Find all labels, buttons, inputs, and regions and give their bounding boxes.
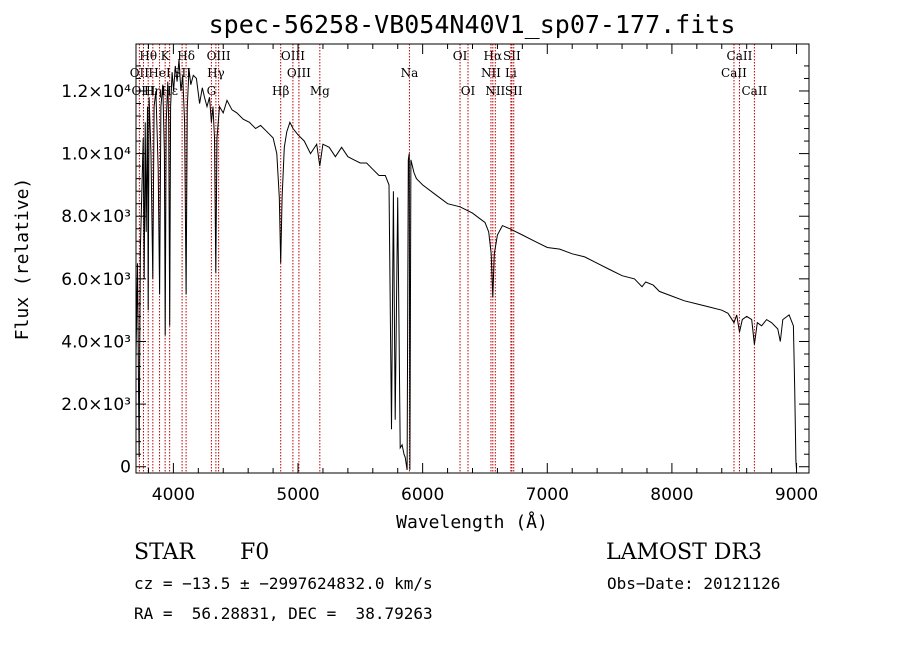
- y-axis-label: Flux (relative): [12, 178, 33, 341]
- spectral-line-label: Hε: [161, 84, 178, 98]
- spectral-line-label: OIII: [281, 49, 305, 63]
- spectral-line-label: SII: [503, 49, 521, 63]
- spectral-line-label: Hγ: [207, 66, 225, 80]
- spectral-line-label: Hθ: [139, 49, 157, 63]
- spectral-line-label: NII: [481, 66, 501, 80]
- x-axis-label: Wavelength (Å): [396, 511, 548, 533]
- x-tick-label: 8000: [650, 485, 693, 505]
- spectral-line-label: OI: [461, 84, 476, 98]
- y-tick-label: 8.0×10³: [61, 207, 131, 227]
- spectral-line-label: Hη: [144, 84, 162, 98]
- x-tick-label: 4000: [152, 485, 195, 505]
- spectral-line-label: OIII: [207, 49, 231, 63]
- y-tick-label: 6.0×10³: [61, 270, 131, 290]
- spectrum-series-line: [135, 59, 797, 470]
- redshift-cz: cz = −13.5 ± −2997624832.0 km/s: [134, 574, 433, 593]
- spectral-line-label: Hδ: [177, 49, 195, 63]
- spectral-line-label: SII: [505, 84, 523, 98]
- spectral-line-label: CaII: [741, 84, 767, 98]
- spectral-line-label: Na: [401, 66, 419, 80]
- spectral-line-label: Hβ: [272, 84, 289, 98]
- survey-name: LAMOST DR3: [606, 540, 762, 565]
- spectral-line-label: Mg: [310, 84, 330, 98]
- object-class: STAR: [134, 540, 195, 565]
- spectral-line-label: OIII: [287, 66, 311, 80]
- y-tick-label: 0: [120, 458, 131, 478]
- ra-dec-coordinates: RA = 56.28831, DEC = 38.79263: [134, 604, 433, 623]
- x-tick-label: 6000: [401, 485, 444, 505]
- object-subclass: F0: [240, 540, 270, 565]
- spectral-line-label: NII: [485, 84, 505, 98]
- plot-frame: [135, 43, 810, 474]
- spectral-line-label: CaII: [721, 66, 747, 80]
- spectral-line-label: HeI: [148, 66, 171, 80]
- y-tick-label: 1.0×10⁴: [61, 145, 131, 165]
- spectral-line-label: Hα: [484, 49, 503, 63]
- axis-ticks: 4000 5000 6000 7000 8000 9000 0 2.0×10³ 4.0×10³ 6…: [61, 44, 818, 505]
- spectral-line-label: G: [207, 84, 217, 98]
- y-tick-label: 4.0×10³: [61, 332, 131, 352]
- x-tick-label: 5000: [276, 485, 319, 505]
- chart-title: spec-56258-VB054N40V1_sp07-177.fits: [209, 10, 736, 39]
- spectral-line-label: CaII: [727, 49, 753, 63]
- spectral-line-label: K: [161, 49, 171, 63]
- spectral-line-label: OI: [453, 49, 468, 63]
- spectral-line-label: Li: [505, 66, 517, 80]
- observation-date: Obs−Date: 20121126: [607, 574, 781, 593]
- y-tick-label: 2.0×10³: [61, 395, 131, 415]
- x-tick-label: 7000: [526, 485, 569, 505]
- spectral-line-label: OII: [130, 66, 150, 80]
- x-tick-label: 9000: [775, 485, 818, 505]
- y-tick-label: 1.2×10⁴: [61, 82, 131, 102]
